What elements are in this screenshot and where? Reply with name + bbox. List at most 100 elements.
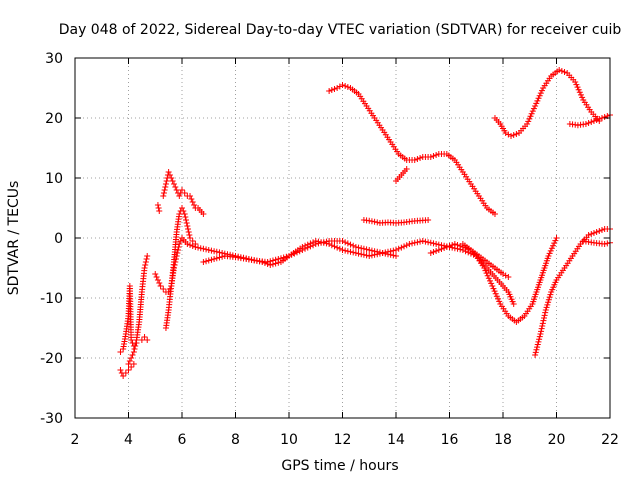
data-point (403, 242, 410, 249)
data-point (577, 91, 584, 98)
data-point (536, 333, 543, 340)
data-point (433, 241, 440, 247)
data-point (489, 283, 496, 289)
data-point (532, 349, 539, 356)
data-point (157, 283, 164, 289)
data-point (213, 248, 220, 255)
data-point (553, 235, 560, 241)
data-point (162, 184, 169, 190)
data-point (596, 228, 603, 234)
data-point (454, 242, 461, 248)
data-point (546, 294, 553, 301)
data-point (542, 307, 549, 313)
data-point (179, 187, 185, 193)
data-point (144, 337, 151, 343)
data-point (176, 241, 183, 247)
data-point (352, 250, 359, 256)
data-point (203, 258, 210, 265)
data-point (545, 299, 552, 306)
data-point (433, 248, 440, 254)
data-point (495, 295, 502, 302)
data-point (585, 232, 592, 238)
data-point (398, 244, 405, 251)
data-point (154, 277, 161, 283)
data-point (533, 346, 540, 353)
data-point (427, 250, 434, 256)
data-point (358, 245, 365, 252)
data-point (160, 286, 167, 292)
y-ticks: -30 -20 -10 0 10 20 30 (40, 51, 610, 427)
data-point (172, 259, 179, 265)
data-point (326, 88, 333, 94)
chart-title: Day 048 of 2022, Sidereal Day-to-day VTE… (59, 22, 622, 38)
data-point (593, 229, 600, 235)
x-tick-label: 20 (548, 432, 566, 448)
data-point (141, 265, 148, 271)
data-point (336, 245, 343, 252)
data-point (411, 157, 418, 163)
data-point (490, 285, 497, 292)
data-point (533, 100, 540, 107)
data-point (530, 105, 537, 112)
data-point (172, 256, 179, 262)
data-point (484, 272, 491, 279)
data-point (543, 304, 550, 311)
data-point (347, 248, 354, 255)
data-point (449, 242, 456, 248)
data-point (177, 238, 184, 244)
data-point (537, 90, 544, 97)
data-point (419, 238, 426, 244)
x-tick-label: 14 (387, 432, 405, 448)
data-point (536, 92, 543, 99)
data-point (176, 211, 183, 217)
data-point (339, 82, 346, 88)
data-point (409, 240, 416, 247)
data-point (366, 247, 373, 253)
data-point (355, 244, 362, 251)
data-point (382, 250, 389, 257)
data-point (331, 86, 338, 92)
data-point (558, 68, 565, 74)
data-point (187, 193, 194, 199)
data-point (360, 245, 367, 252)
data-point (371, 218, 378, 225)
data-point (200, 211, 207, 217)
data-point (491, 211, 498, 217)
data-point (283, 253, 290, 260)
data-point (213, 255, 220, 262)
data-point (211, 248, 218, 255)
data-point (598, 227, 605, 233)
data-point (197, 245, 204, 252)
y-tick-label: -30 (40, 411, 63, 427)
data-point (200, 245, 207, 252)
data-point (508, 133, 515, 139)
y-tick-label: 30 (45, 51, 63, 67)
data-point (344, 240, 351, 247)
data-point (171, 262, 178, 268)
y-axis-label: SDTVAR / TECUs (6, 181, 22, 296)
data-point (173, 253, 180, 259)
data-point (534, 344, 541, 351)
data-point (443, 244, 450, 250)
data-point (588, 119, 595, 125)
data-point (156, 208, 163, 214)
data-point (125, 367, 132, 373)
data-point (299, 247, 306, 253)
data-point (128, 355, 135, 361)
data-point (208, 256, 215, 263)
data-point (350, 242, 357, 249)
data-point (315, 240, 322, 247)
data-point (526, 115, 533, 122)
data-point (485, 275, 492, 282)
data-point (336, 83, 343, 90)
data-point (550, 242, 557, 249)
data-point (142, 259, 149, 265)
data-point (166, 172, 173, 178)
data-point (538, 325, 545, 332)
data-point (532, 352, 539, 358)
data-point (302, 245, 309, 252)
data-point (185, 226, 192, 232)
data-point (183, 220, 190, 226)
data-point (125, 361, 132, 367)
data-point (483, 270, 490, 277)
